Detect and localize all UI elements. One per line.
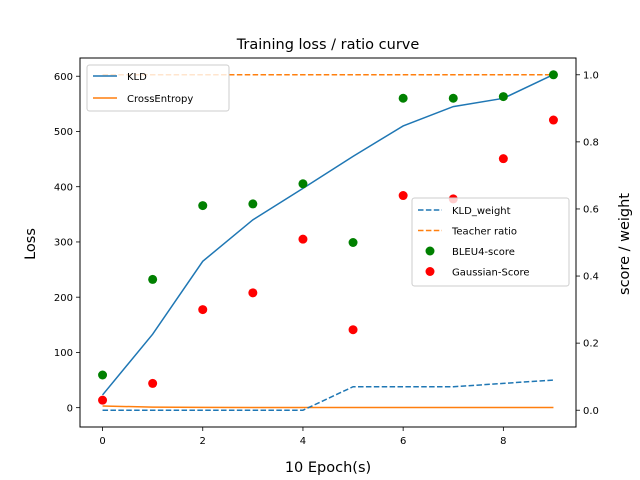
legend-label-kld: KLD [127, 72, 147, 83]
point-bleu4-score-5 [348, 238, 358, 247]
point-gaussian-score-6 [398, 191, 408, 201]
plot-area [98, 70, 558, 411]
point-bleu4-score-8 [498, 92, 508, 102]
legend-label-bleu4-score: BLEU4-score [452, 247, 515, 258]
legend-left-box [86, 64, 230, 112]
point-bleu4-score-0 [98, 370, 108, 380]
y-left-tick-label: 600 [54, 72, 73, 83]
point-gaussian-score-2 [198, 305, 208, 315]
legend-label-gaussian-score: Gaussian-Score [452, 268, 530, 279]
y-left-tick-label: 0 [67, 403, 73, 414]
chart-title: Training loss / ratio curve [236, 37, 420, 53]
point-gaussian-score-1 [148, 378, 158, 388]
point-gaussian-score-4 [298, 234, 308, 244]
x-tick-label: 6 [400, 436, 406, 447]
y-left-tick-label: 100 [54, 348, 73, 359]
series-line-crossentropy [102, 405, 554, 409]
plot-frame [79, 57, 577, 428]
x-axis-ticks: 0 2 4 6 8 [99, 427, 507, 447]
x-axis-label: 10 Epoch(s) [285, 460, 371, 476]
y-right-tick-label: 0.6 [583, 205, 599, 216]
y-left-tick-label: 500 [54, 127, 73, 138]
x-tick-label: 2 [200, 436, 206, 447]
legend-right-box [411, 197, 570, 287]
point-gaussian-score-8 [498, 154, 508, 164]
point-bleu4-score-7 [448, 93, 458, 103]
y-right-tick-label: 0.0 [583, 406, 599, 417]
point-bleu4-score-2 [198, 201, 208, 211]
legend-label-kld-weight: KLD_weight [452, 206, 511, 217]
legend-label-teacher-ratio: Teacher ratio [451, 227, 517, 238]
point-gaussian-score-5 [348, 325, 358, 335]
legend-label-crossentropy: CrossEntropy [127, 94, 193, 105]
legend-left: KLD CrossEntropy [86, 64, 230, 112]
y-axis-left-label: Loss [23, 228, 39, 260]
x-tick-label: 8 [500, 436, 506, 447]
point-bleu4-score-3 [248, 199, 258, 209]
y-right-tick-label: 0.4 [583, 272, 599, 283]
y-left-tick-label: 400 [54, 182, 73, 193]
point-bleu4-score-4 [298, 179, 308, 189]
y-axis-right-ticks: 0.0 0.2 0.4 0.6 0.8 1.0 [576, 70, 599, 417]
legend-right: KLD_weight Teacher ratio BLEU4-score Gaussi… [411, 197, 570, 287]
point-bleu4-score-1 [148, 274, 158, 284]
point-bleu4-score-6 [398, 93, 408, 103]
y-right-tick-label: 1.0 [583, 70, 599, 81]
series-line-kld [101, 73, 554, 396]
y-axis-right-label: score / weight [617, 193, 633, 295]
x-tick-label: 0 [99, 436, 105, 447]
y-right-tick-label: 0.2 [583, 339, 599, 350]
point-gaussian-score-3 [248, 288, 258, 298]
y-axis-left-ticks: 0 100 200 300 400 500 600 [54, 72, 80, 414]
point-bleu4-score-9 [548, 70, 558, 80]
y-left-tick-label: 200 [54, 293, 73, 304]
x-tick-label: 4 [300, 436, 306, 447]
point-gaussian-score-9 [548, 115, 558, 125]
y-right-tick-label: 0.8 [583, 137, 599, 148]
legend-marker-bleu4-score [425, 246, 435, 256]
legend-marker-gaussian-score [425, 267, 435, 276]
point-gaussian-score-0 [98, 395, 108, 405]
y-left-tick-label: 300 [54, 238, 73, 249]
series-line-kld-weight [102, 379, 554, 411]
series-layer [98, 70, 558, 411]
